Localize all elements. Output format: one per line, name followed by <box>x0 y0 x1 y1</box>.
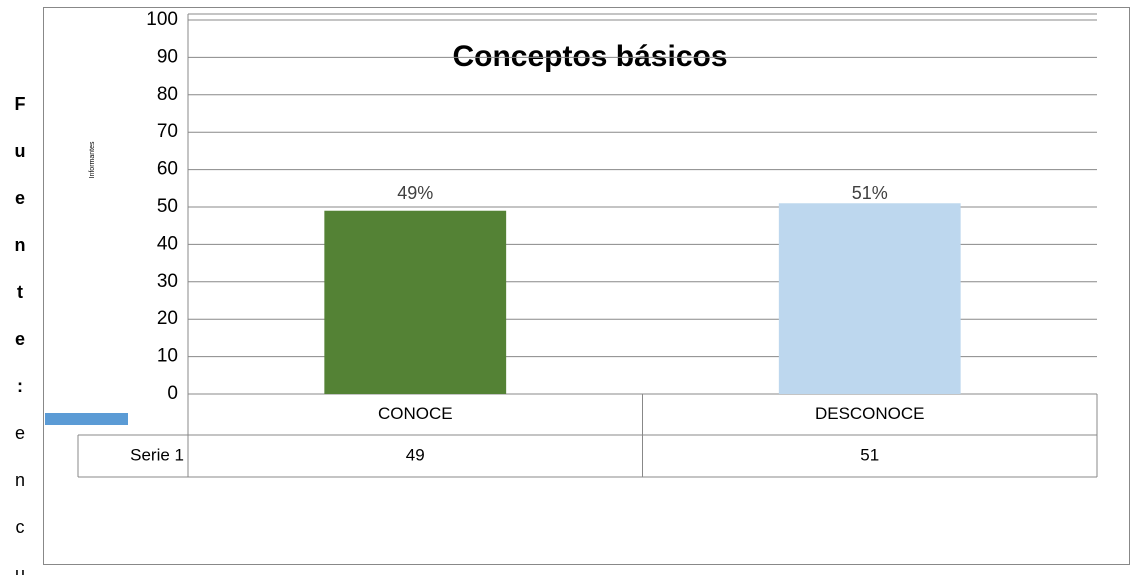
y-tick-label: 20 <box>157 308 178 329</box>
y-tick-label: 60 <box>157 159 178 180</box>
y-tick-label: 100 <box>146 9 178 30</box>
data-label: 51% <box>852 183 888 203</box>
bar <box>324 210 507 394</box>
y-tick-label: 80 <box>157 84 178 105</box>
y-tick-label: 40 <box>157 233 178 254</box>
data-label: 49% <box>397 183 433 203</box>
chart-title: Conceptos básicos <box>452 40 727 73</box>
y-tick-label: 70 <box>157 121 178 142</box>
table-value: 51 <box>860 445 879 464</box>
legend-key <box>45 413 128 425</box>
y-tick-label: 0 <box>167 383 178 404</box>
table-series-name: Serie 1 <box>130 445 184 464</box>
chart-border <box>43 7 1130 565</box>
x-tick-label: DESCONOCE <box>815 404 925 423</box>
y-tick-label: 10 <box>157 346 178 367</box>
bar <box>778 203 961 394</box>
y-tick-label: 30 <box>157 271 178 292</box>
y-tick-label: 90 <box>157 46 178 67</box>
table-value: 49 <box>406 445 425 464</box>
x-tick-label: CONOCE <box>378 404 453 423</box>
y-tick-label: 50 <box>157 196 178 217</box>
y-axis-label: Informantes <box>89 141 96 178</box>
